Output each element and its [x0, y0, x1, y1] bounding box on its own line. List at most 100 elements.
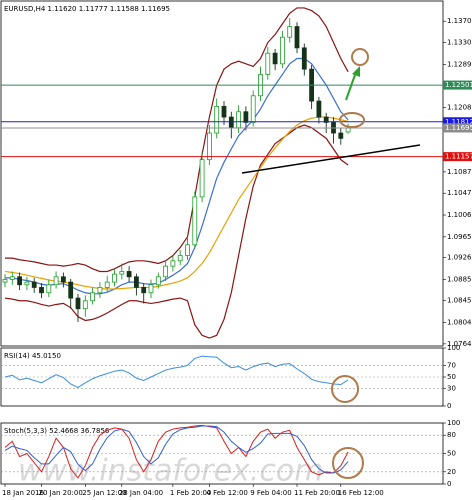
- level-label: 1.11157: [445, 153, 472, 161]
- annotation-circle: [351, 48, 369, 66]
- candle-body: [345, 127, 351, 133]
- panel-title: RSI(14) 45.0150: [4, 352, 61, 360]
- level-label: 1.11695: [445, 124, 472, 132]
- candle-body: [206, 132, 212, 161]
- level-label: 1.11812: [445, 118, 472, 126]
- annotation-arrow: [345, 71, 357, 101]
- candle-body: [177, 255, 183, 262]
- candle-body: [97, 287, 103, 294]
- y-tick-label: 1.08850: [447, 275, 472, 283]
- candle-body: [68, 281, 74, 299]
- level-label-bg: [443, 123, 472, 133]
- y-tick-label: 1.08450: [447, 297, 472, 305]
- y-tick-label: 20: [447, 468, 456, 476]
- y-tick-label: 80: [447, 431, 456, 439]
- candle-body: [163, 265, 169, 278]
- candle-body: [155, 276, 161, 286]
- candle-body: [39, 287, 44, 294]
- x-tick-label: 4 Feb 12:00: [206, 489, 247, 497]
- y-tick-label: 1.13300: [447, 39, 472, 47]
- x-tick-label: 11 Feb 20:00: [294, 489, 340, 497]
- candle-body: [192, 196, 198, 246]
- candle-body: [141, 287, 147, 294]
- annotation-circle: [339, 112, 365, 128]
- y-tick-label: 50: [447, 450, 456, 458]
- candle-body: [250, 95, 256, 123]
- watermark: www.instaforex.com: [18, 454, 323, 489]
- indicator-line: [4, 355, 349, 389]
- y-tick-label: 100: [447, 419, 460, 427]
- panel-title: Stoch(5,3,3) 52.4668 36.7856: [4, 427, 110, 435]
- panel-border: [0, 0, 444, 347]
- x-tick-label: 20 Jan 20:00: [39, 489, 83, 497]
- y-tick-label: 1.13700: [447, 17, 472, 25]
- candle-body: [287, 26, 293, 38]
- candle-body: [294, 26, 300, 49]
- candle-body: [199, 159, 205, 198]
- x-tick-label: 18 Jan 2016: [2, 489, 45, 497]
- x-tick-label: 1 Feb 20:00: [170, 489, 211, 497]
- annotation-circle: [332, 447, 364, 479]
- level-label-bg: [443, 117, 472, 127]
- candle-body: [104, 281, 110, 288]
- y-tick-label: 0: [447, 402, 451, 410]
- level-label: 1.12501: [445, 81, 472, 89]
- candle-body: [24, 281, 30, 286]
- candle-body: [17, 276, 23, 286]
- x-tick-label: 25 Jan 12:00: [82, 489, 126, 497]
- candle-body: [126, 271, 132, 278]
- candle-body: [272, 52, 278, 65]
- candle-body: [148, 284, 154, 294]
- candle-body: [323, 116, 329, 123]
- candle-body: [75, 297, 81, 310]
- y-tick-label: 1.08040: [447, 319, 472, 327]
- y-tick-label: 1.12080: [447, 103, 472, 111]
- y-tick-label: 1.10870: [447, 168, 472, 176]
- y-tick-label: 1.09260: [447, 254, 472, 262]
- y-tick-label: 0: [447, 480, 451, 488]
- level-label-bg: [443, 152, 472, 162]
- candle-body: [119, 271, 125, 275]
- candle-body: [61, 276, 66, 283]
- candle-body: [221, 106, 227, 118]
- candle-body: [133, 276, 139, 288]
- indicator-line: [4, 424, 349, 479]
- y-tick-label: 100: [447, 344, 460, 352]
- candle-body: [2, 279, 8, 283]
- overlay-line: [4, 124, 349, 339]
- candle-body: [214, 106, 220, 134]
- y-tick-label: 30: [447, 385, 456, 393]
- candle-body: [82, 300, 88, 310]
- annotation-arrowhead: [352, 66, 360, 77]
- x-tick-label: 9 Feb 04:00: [250, 489, 291, 497]
- overlay-line: [5, 7, 349, 273]
- candle-body: [46, 284, 52, 294]
- candle-body: [9, 276, 15, 280]
- x-tick-label: 16 Feb 12:00: [338, 489, 384, 497]
- level-label-bg: [443, 80, 472, 90]
- candle-body: [338, 132, 344, 139]
- x-tick-label: 28 Jan 04:00: [119, 489, 163, 497]
- indicator-line: [4, 425, 349, 474]
- candle-body: [316, 100, 322, 118]
- candle-body: [31, 281, 37, 288]
- candle-body: [228, 116, 234, 129]
- candle-body: [170, 260, 176, 267]
- candle-body: [236, 111, 242, 129]
- y-tick-label: 1.10470: [447, 189, 472, 197]
- candle-body: [53, 276, 59, 286]
- y-tick-label: 1.12890: [447, 60, 472, 68]
- y-tick-label: 1.09650: [447, 233, 472, 241]
- candle-body: [90, 292, 95, 302]
- candle-body: [185, 244, 190, 256]
- panel-title: EURUSD,H4 1.11620 1.11777 1.11588 1.1169…: [4, 5, 170, 13]
- y-tick-label: 1.10060: [447, 211, 472, 219]
- y-tick-label: 1.07640: [447, 340, 472, 348]
- annotation-circle: [331, 375, 359, 403]
- candle-body: [265, 52, 271, 75]
- candle-body: [301, 47, 307, 70]
- candle-body: [243, 111, 249, 123]
